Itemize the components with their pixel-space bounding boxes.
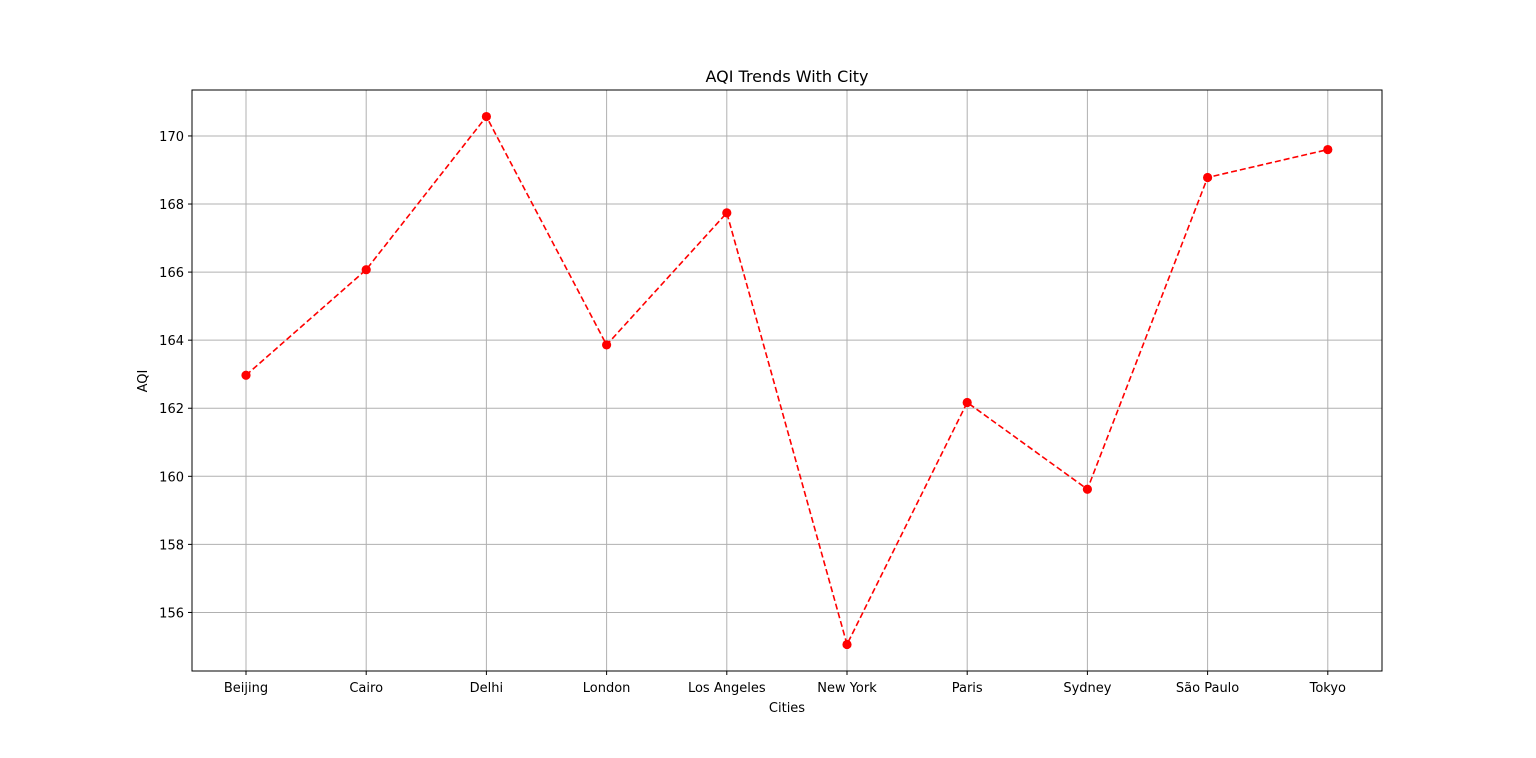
data-point-beijing: [241, 370, 251, 380]
y-tick-label: 160: [159, 470, 184, 485]
data-point-new-york: [842, 639, 852, 650]
x-tick-label: London: [583, 681, 631, 696]
series-line: [245, 115, 1328, 647]
y-tick-label: 162: [159, 402, 184, 417]
x-axis: Beijing Cairo Delhi London Los Angeles New Yo…: [224, 671, 1346, 696]
y-tick-label: 158: [159, 538, 184, 553]
x-tick-label: Tokyo: [1309, 681, 1346, 696]
plot-frame: [191, 89, 1383, 672]
y-axis: 156 158 160 162 164 166 168 170: [159, 130, 192, 621]
x-tick-label: Paris: [952, 681, 983, 696]
x-tick-label: Sydney: [1063, 681, 1111, 696]
data-point-sydney: [1082, 484, 1092, 494]
y-tick-label: 170: [159, 130, 184, 145]
data-point-paris: [962, 397, 972, 408]
x-tick-label: Delhi: [470, 681, 503, 696]
y-tick-label: 156: [159, 606, 184, 621]
chart-title: AQI Trends With City: [705, 67, 868, 86]
x-tick-label: Beijing: [224, 681, 268, 696]
x-tick-label: São Paulo: [1176, 681, 1239, 696]
y-tick-label: 164: [159, 334, 184, 349]
data-point-london: [602, 340, 612, 350]
data-point-s-o-paulo: [1203, 172, 1213, 183]
x-tick-label: New York: [817, 681, 877, 696]
grid-layer: [192, 90, 1382, 671]
y-axis-label: AQI: [136, 370, 151, 393]
data-point-tokyo: [1323, 144, 1333, 155]
data-point-delhi: [481, 111, 491, 122]
x-tick-label: Los Angeles: [688, 681, 766, 696]
x-axis-label: Cities: [769, 701, 805, 716]
y-tick-label: 168: [159, 198, 184, 213]
data-point-los-angeles: [722, 208, 732, 218]
x-tick-label: Cairo: [349, 681, 383, 696]
data-point-cairo: [361, 265, 371, 275]
y-tick-label: 166: [159, 266, 184, 281]
series-layer: [241, 111, 1333, 650]
